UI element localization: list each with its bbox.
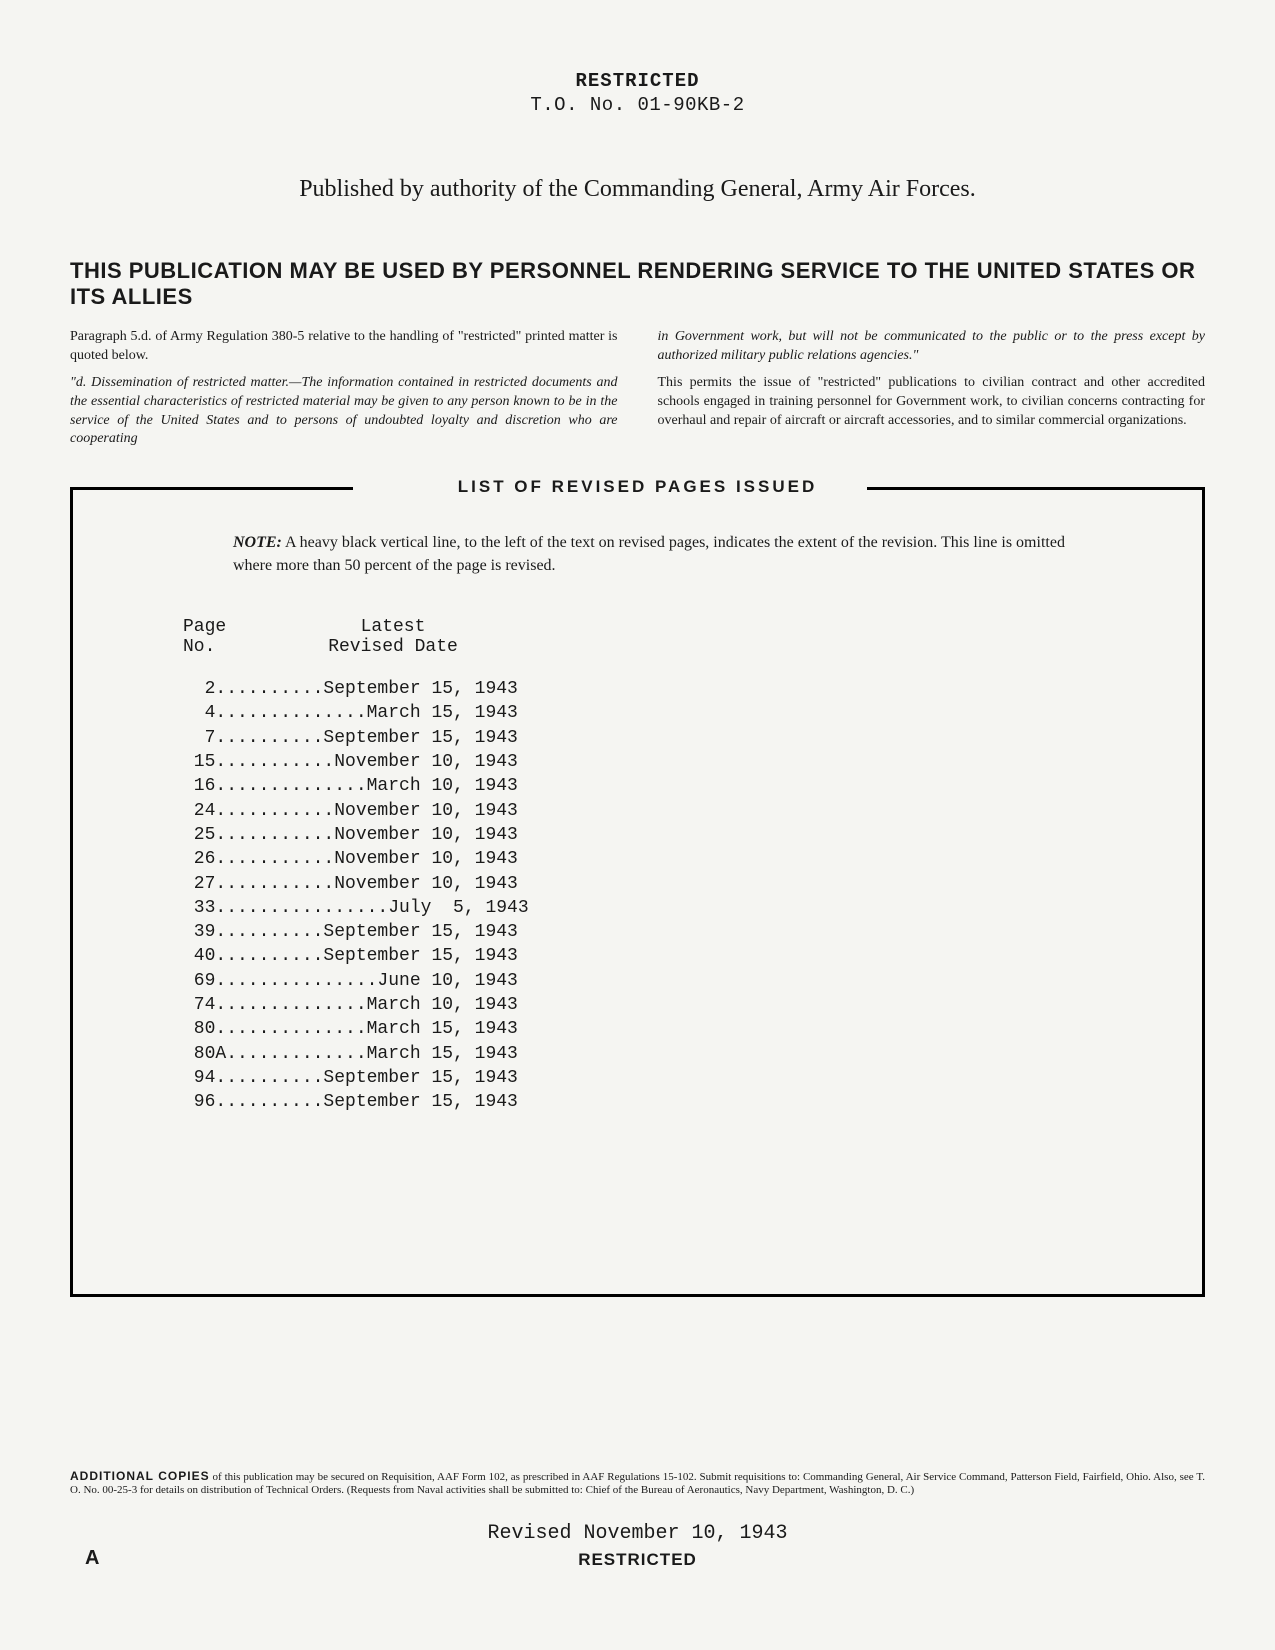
dissemination-notice: Paragraph 5.d. of Army Regulation 380-5 … bbox=[70, 328, 1205, 457]
revision-row: 40..........September 15, 1943 bbox=[183, 944, 1142, 968]
revision-row: 33................July 5, 1943 bbox=[183, 896, 1142, 920]
revision-row: 94..........September 15, 1943 bbox=[183, 1066, 1142, 1090]
revision-row: 4..............March 15, 1943 bbox=[183, 701, 1142, 725]
revision-row: 2..........September 15, 1943 bbox=[183, 677, 1142, 701]
additional-copies-text: of this publication may be secured on Re… bbox=[70, 1471, 1205, 1496]
note-label: NOTE: bbox=[233, 534, 282, 551]
header-page: Page No. bbox=[183, 617, 283, 657]
revision-row: 74..............March 10, 1943 bbox=[183, 993, 1142, 1017]
revision-table: Page No. Latest Revised Date 2..........… bbox=[183, 617, 1142, 1114]
header-page-line2: No. bbox=[183, 637, 283, 657]
revision-row: 69...............June 10, 1943 bbox=[183, 969, 1142, 993]
revision-row: 24...........November 10, 1943 bbox=[183, 799, 1142, 823]
additional-copies: ADDITIONAL COPIES of this publication ma… bbox=[70, 1469, 1205, 1497]
classification-top: RESTRICTED bbox=[70, 70, 1205, 92]
table-headers: Page No. Latest Revised Date bbox=[183, 617, 1142, 657]
authority-statement: Published by authority of the Commanding… bbox=[70, 176, 1205, 203]
note-text: A heavy black vertical line, to the left… bbox=[233, 534, 1065, 573]
revision-note: NOTE: A heavy black vertical line, to th… bbox=[233, 532, 1082, 577]
document-page: RESTRICTED T.O. No. 01-90KB-2 Published … bbox=[0, 0, 1275, 1650]
header-date-line2: Revised Date bbox=[283, 637, 503, 657]
revision-row: 16..............March 10, 1943 bbox=[183, 774, 1142, 798]
header-page-line1: Page bbox=[183, 617, 283, 637]
revision-row: 80..............March 15, 1943 bbox=[183, 1017, 1142, 1041]
right-column: in Government work, but will not be comm… bbox=[658, 328, 1206, 457]
page-letter: A bbox=[85, 1547, 99, 1570]
revision-row: 96..........September 15, 1943 bbox=[183, 1090, 1142, 1114]
document-number: T.O. No. 01-90KB-2 bbox=[70, 94, 1205, 116]
revision-row: 27...........November 10, 1943 bbox=[183, 872, 1142, 896]
left-column: Paragraph 5.d. of Army Regulation 380-5 … bbox=[70, 328, 618, 457]
right-para-1: in Government work, but will not be comm… bbox=[658, 328, 1206, 366]
revision-row: 25...........November 10, 1943 bbox=[183, 823, 1142, 847]
revised-box-title: LIST OF REVISED PAGES ISSUED bbox=[450, 477, 826, 497]
revision-row: 15...........November 10, 1943 bbox=[183, 750, 1142, 774]
footer-block: ADDITIONAL COPIES of this publication ma… bbox=[70, 1469, 1205, 1570]
right-para-2: This permits the issue of "restricted" p… bbox=[658, 374, 1206, 431]
additional-copies-lead: ADDITIONAL COPIES bbox=[70, 1469, 210, 1483]
left-para-2: "d. Dissemination of restricted matter.—… bbox=[70, 374, 618, 450]
revision-rows: 2..........September 15, 1943 4.........… bbox=[183, 677, 1142, 1114]
header-block: RESTRICTED T.O. No. 01-90KB-2 bbox=[70, 70, 1205, 116]
classification-bottom: RESTRICTED bbox=[70, 1550, 1205, 1570]
revision-row: 39..........September 15, 1943 bbox=[183, 920, 1142, 944]
revision-row: 7..........September 15, 1943 bbox=[183, 726, 1142, 750]
left-para-1: Paragraph 5.d. of Army Regulation 380-5 … bbox=[70, 328, 618, 366]
header-date: Latest Revised Date bbox=[283, 617, 503, 657]
header-date-line1: Latest bbox=[283, 617, 503, 637]
revision-row: 80A.............March 15, 1943 bbox=[183, 1042, 1142, 1066]
revision-row: 26...........November 10, 1943 bbox=[183, 847, 1142, 871]
revised-pages-box: LIST OF REVISED PAGES ISSUED NOTE: A hea… bbox=[70, 487, 1205, 1297]
footer-revised-date: Revised November 10, 1943 bbox=[70, 1522, 1205, 1545]
notice-heading: THIS PUBLICATION MAY BE USED BY PERSONNE… bbox=[70, 258, 1205, 310]
